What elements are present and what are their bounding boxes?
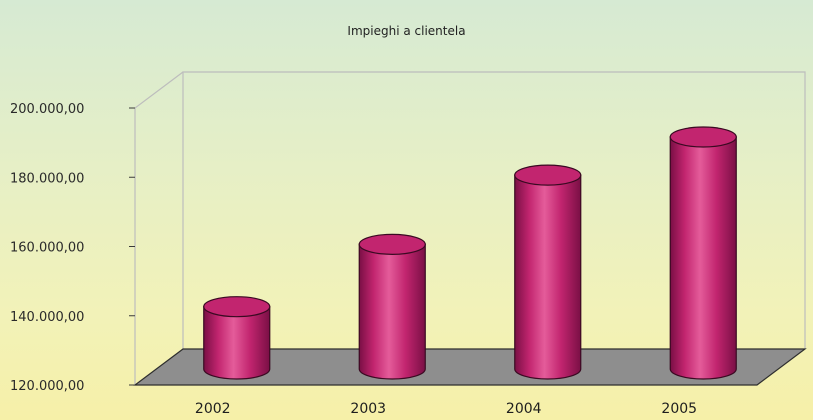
bar-2003	[358, 243, 426, 380]
bar-2005	[669, 136, 737, 380]
bar-top-2003	[358, 233, 426, 255]
x-tick-label: 2002	[195, 401, 231, 417]
y-tick-label: 160.000,00	[10, 241, 84, 256]
bar-top-2004	[514, 164, 582, 186]
chart-title: Impieghi a clientela	[347, 24, 466, 38]
y-tick-label: 120.000,00	[10, 379, 84, 394]
bar-2004	[514, 174, 582, 380]
back-wall	[182, 71, 806, 349]
x-tick-label: 2005	[661, 401, 697, 417]
y-tick-label: 200.000,00	[10, 102, 84, 117]
chart-floor	[133, 348, 807, 386]
side-wall	[134, 71, 184, 385]
x-tick-label: 2004	[506, 401, 542, 417]
y-tick-label: 140.000,00	[10, 310, 84, 325]
bar-top-2005	[669, 126, 737, 148]
y-tick-label: 180.000,00	[10, 171, 84, 186]
bar-top-2002	[203, 296, 271, 318]
x-tick-label: 2003	[350, 401, 386, 417]
bar-2002	[203, 306, 271, 380]
